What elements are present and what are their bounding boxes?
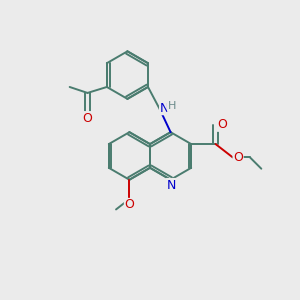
Text: O: O — [233, 151, 243, 164]
Text: H: H — [167, 101, 176, 111]
Text: O: O — [217, 118, 227, 131]
Text: O: O — [124, 199, 134, 212]
Text: N: N — [160, 102, 169, 115]
Text: O: O — [82, 112, 92, 125]
Text: N: N — [167, 178, 176, 192]
